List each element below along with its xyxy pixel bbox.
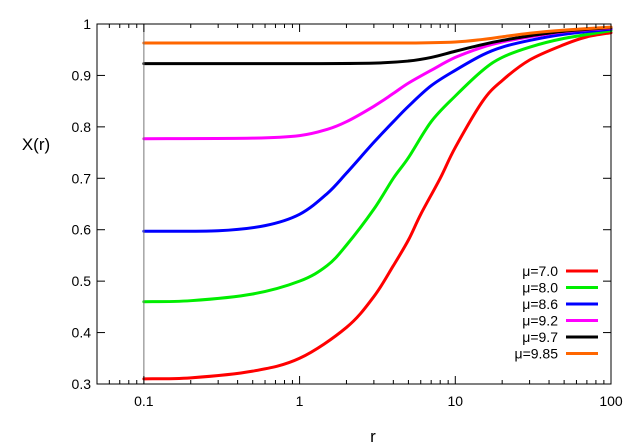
x-axis-label: r	[370, 427, 376, 446]
legend-label-1: μ=7.0	[522, 263, 558, 279]
x-tick-label: 0.1	[134, 393, 154, 409]
curves-layer	[142, 25, 613, 381]
y-tick-label: 0.7	[72, 170, 92, 186]
x-tick-label: 1	[296, 393, 304, 409]
series-line-3	[142, 27, 613, 233]
legend-label-6: μ=9.85	[515, 346, 559, 362]
plot-frame	[96, 23, 612, 385]
x-tick-label: 10	[448, 393, 464, 409]
y-tick-label: 0.5	[72, 273, 92, 289]
x-tick-label: 100	[599, 393, 623, 409]
series-line-1	[142, 31, 613, 381]
axes-layer: 0.3 0.4 0.5 0.6 0.7 0.8 0.9 1 0.1 1 10 100	[72, 16, 623, 409]
legend-label-4: μ=9.2	[522, 313, 558, 329]
legend-label-5: μ=9.7	[522, 329, 558, 345]
y-tick-label: 0.9	[72, 67, 92, 83]
y-tick-label: 0.8	[72, 119, 92, 135]
y-tick-label: 0.3	[72, 376, 92, 392]
legend-label-3: μ=8.6	[522, 296, 558, 312]
series-line-6	[142, 25, 613, 45]
series-line-5	[142, 26, 613, 66]
legend-label-2: μ=8.0	[522, 280, 558, 296]
y-tick-label: 0.6	[72, 222, 92, 238]
series-line-2	[142, 29, 613, 304]
y-axis-label: X(r)	[22, 135, 50, 154]
legend: μ=7.0μ=8.0μ=8.6μ=9.2μ=9.7μ=9.85	[515, 263, 598, 362]
y-tick-label: 1	[83, 16, 91, 32]
y-tick-label: 0.4	[72, 325, 92, 341]
